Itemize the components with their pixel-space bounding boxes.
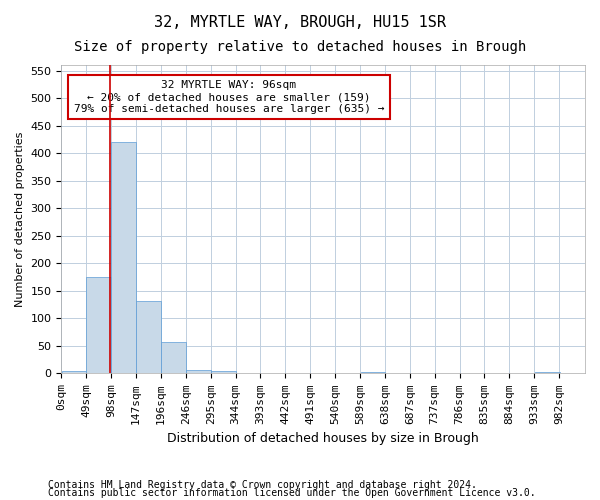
Bar bbox=[136, 300, 161, 374]
Text: 32 MYRTLE WAY: 96sqm
← 20% of detached houses are smaller (159)
79% of semi-deta: 32 MYRTLE WAY: 96sqm ← 20% of detached h… bbox=[74, 80, 384, 114]
Bar bbox=[436, 373, 460, 374]
Bar bbox=[86, 277, 111, 374]
Bar bbox=[161, 342, 185, 374]
Bar bbox=[211, 370, 236, 374]
Bar bbox=[187, 370, 211, 374]
Bar bbox=[361, 372, 385, 374]
Bar bbox=[535, 372, 560, 374]
Bar bbox=[311, 373, 335, 374]
Text: 32, MYRTLE WAY, BROUGH, HU15 1SR: 32, MYRTLE WAY, BROUGH, HU15 1SR bbox=[154, 15, 446, 30]
Text: Contains public sector information licensed under the Open Government Licence v3: Contains public sector information licen… bbox=[48, 488, 536, 498]
Text: Size of property relative to detached houses in Brough: Size of property relative to detached ho… bbox=[74, 40, 526, 54]
Y-axis label: Number of detached properties: Number of detached properties bbox=[15, 132, 25, 307]
Bar bbox=[111, 142, 136, 374]
Bar bbox=[62, 370, 86, 374]
Text: Contains HM Land Registry data © Crown copyright and database right 2024.: Contains HM Land Registry data © Crown c… bbox=[48, 480, 477, 490]
Bar bbox=[236, 373, 261, 374]
X-axis label: Distribution of detached houses by size in Brough: Distribution of detached houses by size … bbox=[167, 432, 479, 445]
